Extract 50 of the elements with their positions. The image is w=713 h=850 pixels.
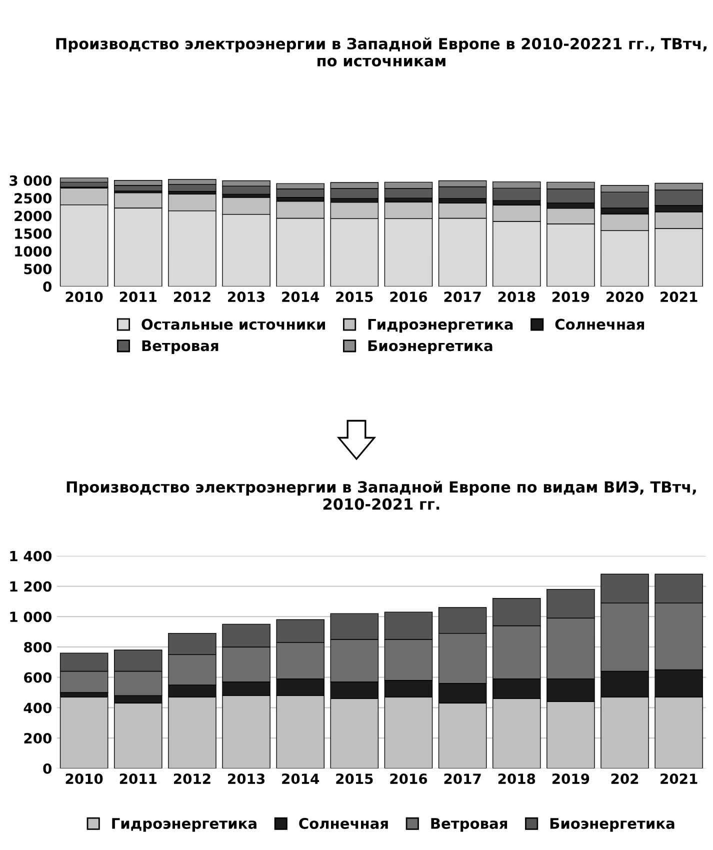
y-tick-label: 1 200: [10, 581, 52, 592]
x-tick-label: 2014: [282, 292, 320, 302]
x-tick-label: 2015: [336, 774, 373, 784]
legend-label: Биоэнергетика: [368, 340, 492, 354]
x-tick-label: 202: [611, 774, 638, 784]
legend-label: Гидроэнергетика: [368, 318, 513, 333]
x-tick-label: 2011: [120, 292, 157, 302]
chart-title: Производство электроэнергии в Западной Европе в 2010-20221 гг., ТВтч, по источникам: [56, 38, 706, 67]
x-tick-label: 2018: [498, 774, 536, 784]
y-tick-label: 1500: [15, 228, 52, 239]
x-tick-label: 2019: [552, 292, 590, 302]
x-tick-label: 2012: [174, 774, 210, 784]
chart-title: Производство электроэнергии в Западной Европе по видам ВИЭ, ТВтч, 2010-2021 гг.: [66, 480, 696, 510]
y-tick-label: 500: [24, 264, 52, 274]
y-tick-label: 800: [24, 642, 52, 652]
y-tick-label: 1 000: [10, 612, 52, 622]
y-tick-label: 400: [24, 702, 52, 714]
x-tick-label: 2015: [336, 292, 373, 302]
x-tick-label: 2012: [174, 292, 210, 302]
y-tick-label: 2500: [14, 193, 52, 204]
y-tick-label: 1000: [15, 246, 52, 257]
y-tick-label: 2000: [14, 210, 52, 222]
legend-label: Гидроэнергетика: [112, 818, 256, 832]
y-tick-label: 0: [43, 281, 52, 292]
x-tick-label: 2021: [660, 292, 698, 302]
x-tick-label: 2016: [390, 774, 428, 784]
y-tick-label: 0: [43, 763, 52, 774]
x-tick-label: 2013: [228, 774, 265, 784]
legend-label: Солнечная: [299, 818, 388, 829]
x-tick-label: 2019: [552, 774, 590, 784]
x-tick-label: 2018: [498, 292, 536, 302]
legend-label: Солнечная: [555, 318, 644, 330]
x-tick-label: 2016: [390, 292, 428, 302]
legend-label: Ветровая: [431, 818, 508, 832]
x-tick-label: 2017: [444, 774, 481, 784]
legend-label: Биоэнергетика: [550, 818, 674, 832]
legend-label: Остальные источники: [142, 318, 325, 330]
x-tick-label: 2020: [606, 292, 644, 302]
y-tick-label: 3 000: [10, 175, 52, 186]
y-tick-label: 200: [24, 733, 52, 744]
x-tick-label: 2010: [66, 774, 103, 784]
x-tick-label: 2021: [660, 774, 698, 784]
y-tick-label: 1 400: [10, 550, 52, 562]
x-tick-label: 2017: [444, 292, 481, 302]
x-tick-label: 2011: [120, 774, 157, 784]
y-tick-label: 600: [24, 672, 52, 683]
legend-label: Ветровая: [142, 340, 218, 354]
x-tick-label: 2014: [282, 774, 320, 784]
x-tick-label: 2013: [228, 292, 265, 302]
x-tick-label: 2010: [66, 292, 103, 302]
